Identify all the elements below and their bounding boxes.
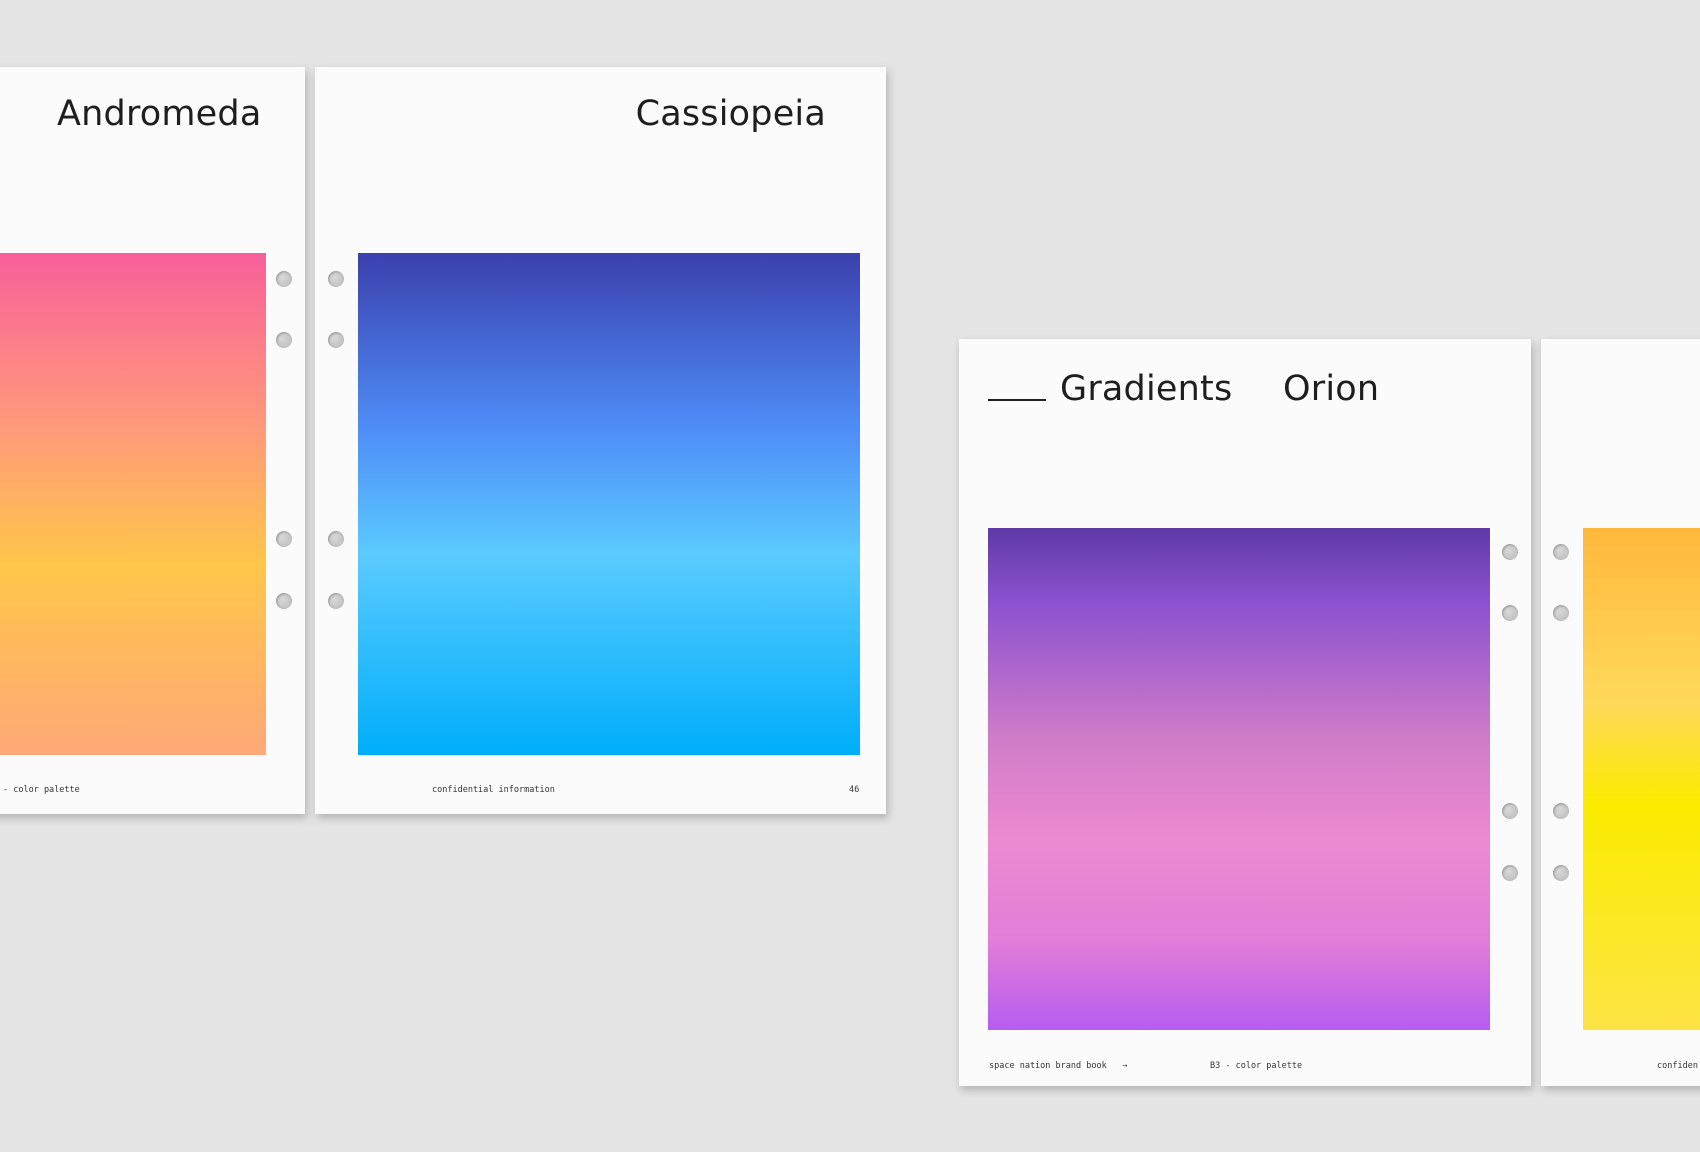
page-title: Andromeda <box>57 94 262 134</box>
binder-hole <box>1502 544 1518 560</box>
binder-hole <box>1502 865 1518 881</box>
gradient-swatch-andromeda <box>0 253 266 755</box>
binder-hole <box>328 593 344 609</box>
gradient-swatch-cassiopeia <box>358 253 860 755</box>
page-number: 46 <box>849 785 860 795</box>
gradient-swatch-yellow <box>1583 528 1700 1030</box>
section-title: Gradients <box>1060 369 1233 409</box>
binder-hole <box>276 593 292 609</box>
page-title: Orion <box>1283 369 1380 409</box>
binder-hole <box>1502 605 1518 621</box>
gradient-swatch-orion <box>988 528 1490 1030</box>
binder-hole <box>328 271 344 287</box>
page-cassiopeia: Cassiopeia confidential information 46 <box>315 67 886 814</box>
binder-hole <box>328 531 344 547</box>
binder-hole <box>1553 865 1569 881</box>
binder-hole <box>276 332 292 348</box>
page-partial-yellow: confiden <box>1541 339 1700 1086</box>
title-rule <box>988 399 1046 401</box>
arrow-right-icon: → <box>1122 1061 1128 1071</box>
footer-confidential: confiden <box>1657 1061 1698 1071</box>
binder-hole <box>328 332 344 348</box>
binder-hole <box>276 531 292 547</box>
binder-hole <box>1553 605 1569 621</box>
footer-brand-book-label: space nation brand book <box>989 1061 1107 1071</box>
footer-section: B3 - color palette <box>1210 1061 1303 1071</box>
footer-confidential: confidential information <box>432 785 555 795</box>
footer-section: - color palette <box>3 785 80 795</box>
page-orion: Gradients Orion space nation brand book … <box>959 339 1531 1086</box>
binder-hole <box>1502 803 1518 819</box>
footer-brand-book: space nation brand book → <box>989 1061 1127 1071</box>
binder-hole <box>1553 803 1569 819</box>
page-andromeda: Andromeda - color palette <box>0 67 305 814</box>
binder-hole <box>276 271 292 287</box>
page-title: Cassiopeia <box>635 94 826 134</box>
binder-hole <box>1553 544 1569 560</box>
